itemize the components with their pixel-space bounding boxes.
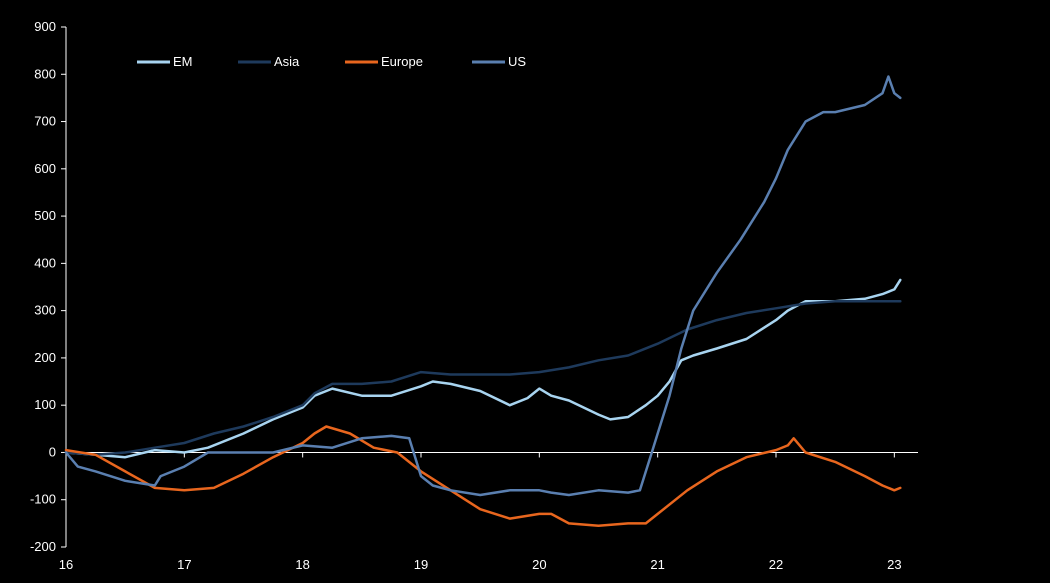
- x-tick-label: 23: [887, 557, 901, 572]
- x-tick-label: 20: [532, 557, 546, 572]
- x-axis-ticks: 16 17 18 19 20 21 22 23: [59, 452, 902, 572]
- y-axis-ticks: -200 -100 0 100 200 300 400 500 600 700 800 900: [30, 19, 66, 554]
- series-layer: [64, 75, 902, 527]
- series-line-em: [64, 278, 902, 459]
- x-tick-label: 22: [769, 557, 783, 572]
- y-tick-label: 200: [34, 350, 56, 365]
- y-tick-label: 100: [34, 397, 56, 412]
- legend-label-us: US: [508, 54, 526, 69]
- series-line-europe: [64, 425, 902, 527]
- x-tick-label: 17: [177, 557, 191, 572]
- legend-label-europe: Europe: [381, 54, 423, 69]
- y-tick-label: -200: [30, 539, 56, 554]
- axes: [65, 27, 918, 547]
- y-tick-label: 700: [34, 114, 56, 129]
- y-tick-label: -100: [30, 492, 56, 507]
- legend: EM Asia Europe US: [137, 54, 526, 69]
- y-tick-label: 0: [49, 444, 56, 459]
- series-line-asia: [64, 299, 902, 457]
- x-tick-label: 19: [414, 557, 428, 572]
- y-tick-label: 800: [34, 66, 56, 81]
- series-line-us: [64, 75, 902, 497]
- legend-label-em: EM: [173, 54, 193, 69]
- x-tick-label: 16: [59, 557, 73, 572]
- y-tick-label: 300: [34, 303, 56, 318]
- y-tick-label: 600: [34, 161, 56, 176]
- y-tick-label: 900: [34, 19, 56, 34]
- x-tick-label: 18: [295, 557, 309, 572]
- x-tick-label: 21: [650, 557, 664, 572]
- y-tick-label: 400: [34, 255, 56, 270]
- legend-label-asia: Asia: [274, 54, 300, 69]
- y-tick-label: 500: [34, 208, 56, 223]
